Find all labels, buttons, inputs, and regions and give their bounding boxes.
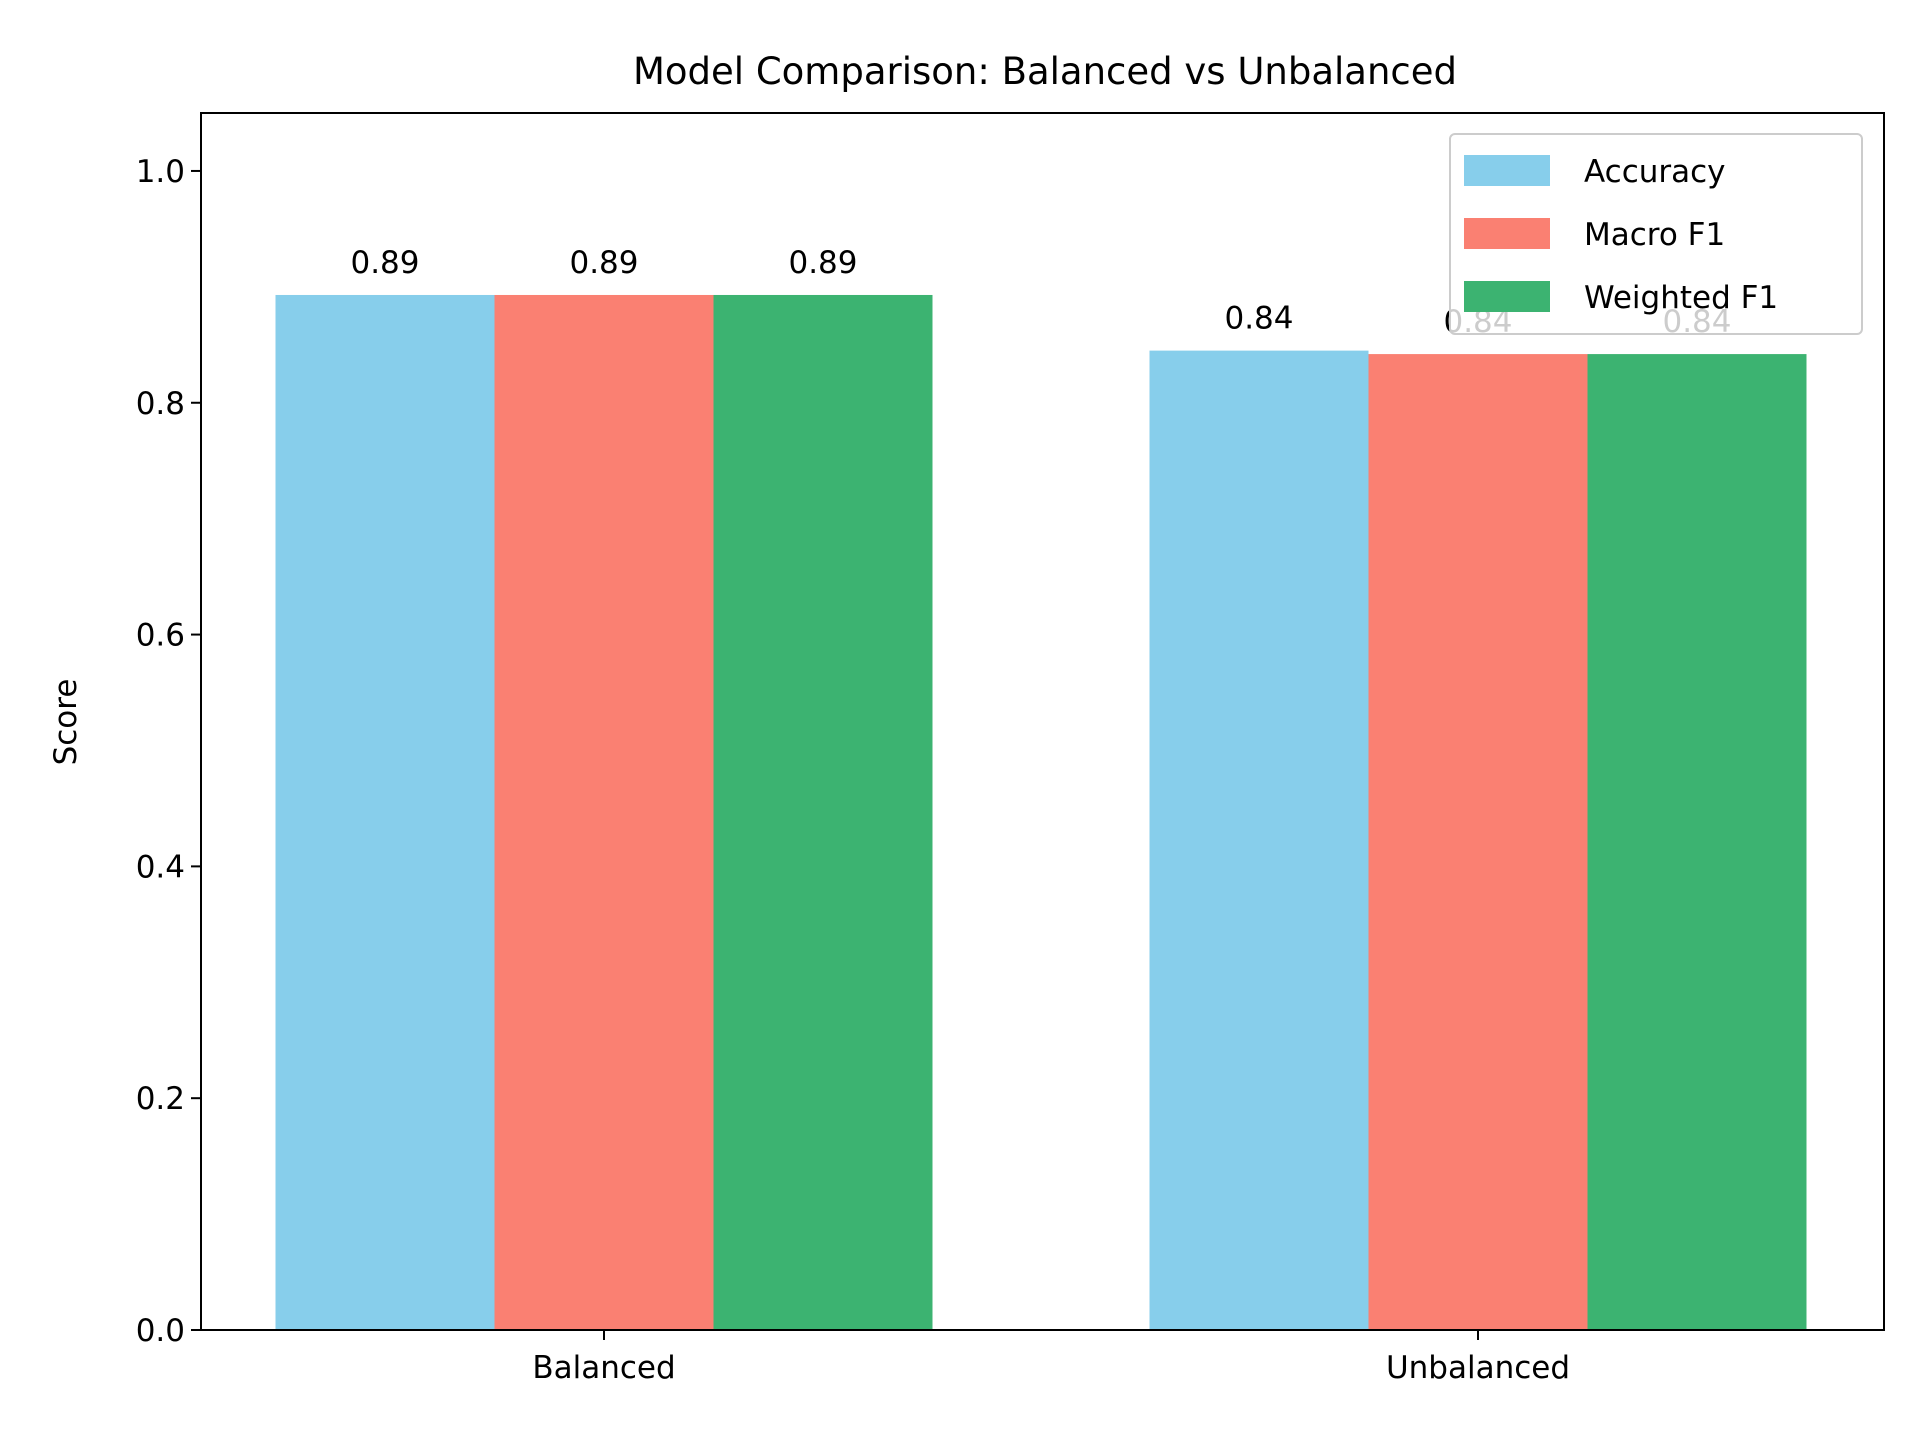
x-tick-label: Unbalanced (1386, 1350, 1570, 1386)
legend-entry-label: Accuracy (1584, 154, 1726, 190)
y-tick-label: 0.8 (136, 386, 185, 422)
x-axis-ticks: Balanced Unbalanced (532, 1330, 1570, 1386)
bar-weighted-f1-balanced (713, 294, 933, 1331)
x-tick-label: Balanced (532, 1350, 675, 1386)
legend-box (1449, 133, 1863, 335)
y-tick-label: 0.6 (136, 618, 185, 654)
y-tick-label: 1.0 (136, 154, 185, 190)
bar-macro-f1-balanced (494, 294, 714, 1331)
bar-macro-f1-unbalanced (1368, 354, 1588, 1330)
legend-swatch (1464, 218, 1550, 249)
y-tick-label: 0.0 (136, 1313, 185, 1349)
y-axis-label: Score (48, 679, 84, 766)
legend-entry-label: Weighted F1 (1584, 280, 1778, 316)
y-tick-label: 0.2 (136, 1081, 185, 1117)
bar-value-label: 0.84 (1224, 301, 1293, 337)
y-axis-ticks: 0.0 0.2 0.4 0.6 0.8 1.0 (136, 154, 201, 1349)
legend: Accuracy Macro F1 Weighted F1 (1449, 133, 1863, 335)
bar-value-label: 0.89 (350, 245, 419, 281)
legend-swatch (1464, 281, 1550, 312)
bar-weighted-f1-unbalanced (1587, 354, 1807, 1330)
legend-swatch (1464, 155, 1550, 186)
bar-accuracy-unbalanced (1149, 350, 1369, 1331)
bar-value-label: 0.89 (788, 245, 857, 281)
chart-title: Model Comparison: Balanced vs Unbalanced (633, 50, 1457, 93)
bar-group (275, 294, 1807, 1331)
bar-value-label: 0.89 (569, 245, 638, 281)
legend-entry-label: Macro F1 (1584, 217, 1725, 253)
y-tick-label: 0.4 (136, 849, 185, 885)
bar-accuracy-balanced (275, 294, 495, 1331)
plot-area-frame (200, 112, 1885, 1331)
